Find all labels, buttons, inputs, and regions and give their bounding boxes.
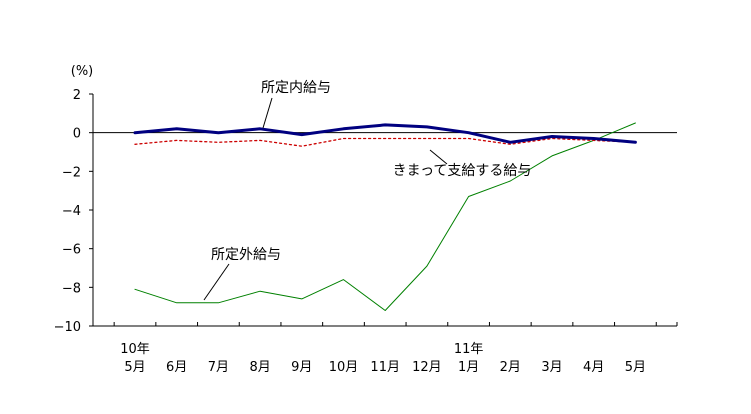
annotation-leader-line <box>203 263 230 301</box>
x-tick-label: 6月 <box>166 360 187 375</box>
series-group <box>133 122 637 311</box>
x-tick-label: 4月 <box>583 360 604 375</box>
y-axis-unit-label: (%) <box>71 64 94 79</box>
x-tick-label: 9月 <box>291 360 312 375</box>
y-tick-label: −8 <box>62 281 81 296</box>
series-label-2: 所定外給与 <box>211 247 281 263</box>
y-tick-label: −2 <box>62 165 81 180</box>
x-tick-label: 11月 <box>370 360 400 375</box>
x-tick-label: 7月 <box>208 360 229 375</box>
x-tick-label: 8月 <box>249 360 270 375</box>
series-line-1 <box>134 137 637 147</box>
annotation-leader-line <box>429 149 448 165</box>
series-line-2 <box>134 122 636 311</box>
y-tick-label: −10 <box>54 320 81 335</box>
x-year-label: 11年 <box>454 342 484 357</box>
y-tick-label: −4 <box>62 204 81 219</box>
x-tick-label: 1月 <box>458 360 479 375</box>
x-year-label: 10年 <box>120 342 150 357</box>
series-label-1: きまって支給する給与 <box>393 163 532 179</box>
y-tick-label: 0 <box>73 127 81 142</box>
axes: 2 0 −2 −4 −6 −8 −10 (%) 5月 6月 7月 8月 9月 10月 11月 12月 1月 2月 3… <box>54 64 678 375</box>
y-tick-label: −6 <box>62 243 81 258</box>
annotation-leader-line <box>262 97 273 129</box>
x-tick-label: 10月 <box>329 360 359 375</box>
x-tick-label: 3月 <box>541 360 562 375</box>
x-tick-label: 12月 <box>412 360 442 375</box>
x-tick-label: 2月 <box>500 360 521 375</box>
series-line-0 <box>133 123 637 144</box>
y-tick-label: 2 <box>73 88 81 103</box>
x-tick-label: 5月 <box>625 360 646 375</box>
series-label-0: 所定内給与 <box>261 80 331 96</box>
x-tick-label: 5月 <box>124 360 145 375</box>
